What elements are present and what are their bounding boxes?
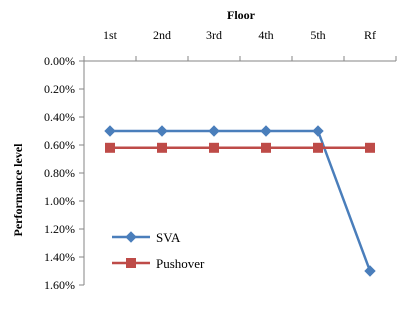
y-tick-label: 1.00% [44, 194, 75, 208]
y-axis-title: Performance level [11, 143, 25, 237]
pushover-point [105, 142, 115, 153]
pushover-point [157, 142, 167, 153]
pushover-point [209, 142, 219, 153]
legend-marker [125, 231, 137, 243]
sva-point [364, 265, 376, 277]
series-layer [104, 125, 376, 277]
y-tick-label: 1.20% [44, 222, 75, 236]
sva-point [104, 125, 116, 137]
x-tick-label: 2nd [153, 28, 171, 42]
y-tick-label: 1.60% [44, 278, 75, 292]
pushover-point [365, 142, 375, 153]
sva-series [104, 125, 376, 277]
sva-line [110, 129, 372, 272]
legend-item-sva: SVA [112, 230, 181, 245]
x-tick-label: 5th [310, 28, 325, 42]
y-tick-label: 1.40% [44, 250, 75, 264]
y-tick-label: 0.20% [44, 82, 75, 96]
legend-label: Pushover [156, 256, 205, 271]
x-axis-title: Floor [227, 8, 256, 22]
y-tick-label: 0.80% [44, 166, 75, 180]
x-tick-label: 1st [103, 28, 118, 42]
y-tick-label: 0.60% [44, 138, 75, 152]
y-tick-label: 0.00% [44, 54, 75, 68]
sva-point [312, 125, 324, 137]
legend-item-pushover: Pushover [112, 256, 205, 271]
pushover-point [261, 142, 271, 153]
y-tick-label: 0.40% [44, 110, 75, 124]
sva-point [156, 125, 168, 137]
x-axis-ticks: 1st 2nd 3rd 4th 5th Rf [83, 28, 397, 61]
legend-label: SVA [156, 230, 181, 245]
legend: SVA Pushover [112, 230, 205, 271]
x-tick-label: 4th [258, 28, 273, 42]
y-axis-ticks: 0.00% 0.20% 0.40% 0.60% 0.80% 1.00% 1.20% 1.40%… [44, 54, 84, 292]
x-tick-label: 3rd [206, 28, 222, 42]
sva-point [260, 125, 272, 137]
sva-point [208, 125, 220, 137]
pushover-point [313, 142, 323, 153]
x-tick-label: Rf [364, 28, 376, 42]
legend-marker [126, 258, 136, 268]
pushover-series [105, 142, 375, 153]
